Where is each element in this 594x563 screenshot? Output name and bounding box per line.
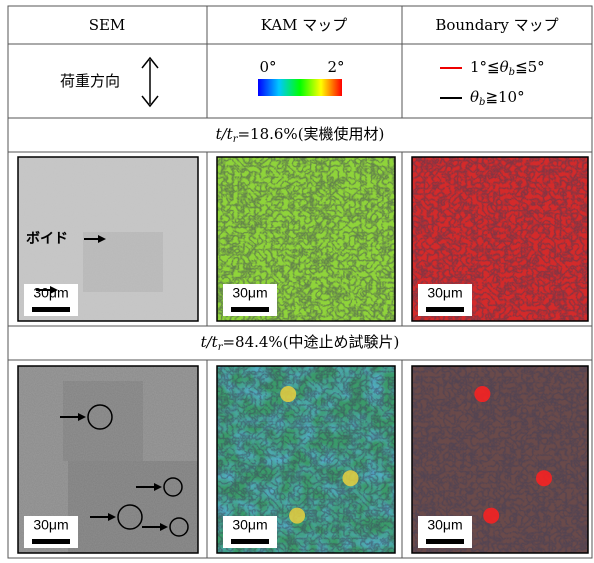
scale-bar [231,539,269,544]
scale-label: 30μm [33,517,68,533]
legend-high: θb≧10° [470,88,525,108]
column-header: SEM [89,16,126,34]
colorbar-min: 0° [259,58,276,76]
shade [68,461,198,553]
legend-low: 1°≦θb≦5° [470,58,545,78]
scale-bar [426,539,464,544]
colorbar [258,79,342,96]
damage-spot [483,508,499,524]
column-header: Boundary マップ [435,16,558,34]
scale-bar [32,539,70,544]
load-direction-label: 荷重方向 [60,72,120,90]
section-label: t/tr=18.6%(実機使用材) [216,125,385,145]
void-label: ボイド [26,231,68,247]
load-arrow [142,58,158,106]
scale-label: 30μm [427,517,462,533]
scale-label: 30μm [232,285,267,301]
scale-label: 30μm [427,285,462,301]
damage-spot [343,470,359,486]
damage-spot [536,470,552,486]
damage-spot [280,386,296,402]
scale-bar [32,307,70,312]
scale-bar [426,307,464,312]
colorbar-max: 2° [327,58,344,76]
section-label: t/tr=84.4%(中途止め試験片) [201,333,400,353]
shade [83,232,163,292]
column-header: KAM マップ [261,16,348,34]
figure: SEM KAM マップ Boundary マップ 荷重方向 0° 2° 1°≦θ… [0,0,594,563]
scale-bar [231,307,269,312]
micrographs: 30μm30μm30μm30μm30μm30μmボイド [18,157,588,553]
scale-label: 30μm [232,517,267,533]
damage-spot [289,508,305,524]
shade [63,381,143,461]
damage-spot [474,386,490,402]
